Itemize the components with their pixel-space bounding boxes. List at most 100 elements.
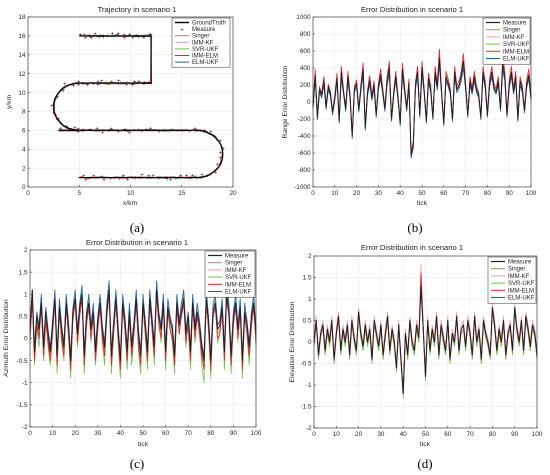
- measurement-marker: +: [73, 126, 77, 132]
- series-line-elm-ukf: [29, 280, 257, 357]
- x-tick-label: 20: [229, 190, 237, 197]
- y-tick-label: 12: [18, 71, 26, 78]
- measurement-marker: +: [93, 32, 97, 38]
- measurement-marker: +: [123, 128, 127, 134]
- x-tick-label: 40: [400, 431, 408, 438]
- y-tick-label: -1: [22, 380, 28, 387]
- y-tick-label: -600: [298, 150, 311, 157]
- legend-label: Singer: [503, 28, 520, 34]
- range-error-xlabel: tick: [417, 200, 428, 207]
- y-tick-label: -1.5: [16, 402, 27, 409]
- x-tick-label: 20: [355, 431, 363, 438]
- measurement-marker: +: [109, 177, 113, 183]
- y-tick-label: 0: [22, 184, 26, 191]
- measurement-marker: +: [169, 178, 173, 184]
- measurement-marker: +: [88, 34, 92, 40]
- legend-label: GroundTruth: [192, 21, 226, 27]
- y-tick-label: -800: [298, 167, 311, 174]
- measurement-marker: +: [106, 82, 110, 88]
- y-tick-label: 8: [22, 109, 26, 116]
- x-tick-label: 20: [353, 190, 361, 197]
- y-tick-label: -1: [306, 382, 312, 389]
- elevation-error-plot-area: [313, 264, 538, 399]
- measurement-marker: +: [194, 175, 198, 181]
- x-tick-label: 0: [28, 430, 32, 437]
- measurement-marker: +: [170, 128, 174, 134]
- azimuth-error-panel: Error Distribution in scenario 1 0 10 20 30…: [3, 238, 262, 471]
- range-error-ticks: 0 10 20 30 40 50 60 70 80 90 10010008006004002000-…: [294, 14, 537, 197]
- elevation-error-ticks: 0 10 20 30 40 50 60 70 80 90 100 2 1.5 1 0.5 0 -0.5 -1 -1.…: [300, 253, 542, 438]
- measurement-marker: +: [137, 80, 141, 86]
- legend-label: Measure: [225, 254, 249, 260]
- x-tick-label: 90: [506, 190, 514, 197]
- measurement-marker: +: [133, 80, 137, 86]
- y-tick-label: 6: [22, 128, 26, 135]
- elevation-error-xlabel: tick: [420, 441, 431, 448]
- y-tick-label: 400: [300, 65, 311, 72]
- trajectory-ticks: 0 5 10 15 20 0 2 4 6 8 10 12 14 16 18: [18, 14, 237, 197]
- legend-marker: +: [180, 28, 184, 34]
- measurement-marker: +: [102, 35, 106, 41]
- x-tick-label: 50: [422, 431, 430, 438]
- y-tick-label: 1: [24, 291, 28, 298]
- elevation-error-panel: Error Distribution in scenario 1 0 10 20 30…: [289, 243, 543, 471]
- measurement-marker: +: [122, 33, 126, 39]
- measurement-marker: +: [148, 33, 152, 39]
- range-error-ylabel: Range Error Distribution: [282, 65, 289, 138]
- measurement-marker: +: [52, 111, 56, 117]
- measurement-marker: +: [56, 95, 60, 101]
- measurement-marker: +: [50, 104, 54, 110]
- measurement-marker: +: [209, 172, 213, 178]
- measurement-marker: +: [157, 130, 161, 136]
- x-tick-label: 80: [489, 431, 497, 438]
- y-tick-label: -2: [306, 425, 312, 432]
- measurement-marker: +: [101, 130, 105, 136]
- measurement-marker: +: [111, 32, 115, 38]
- x-tick-label: 20: [72, 430, 80, 437]
- legend-label: Singer: [508, 267, 525, 273]
- measurement-marker: +: [115, 33, 119, 39]
- measurement-marker: +: [95, 127, 99, 133]
- caption-c: (c): [130, 456, 144, 471]
- measurement-marker: +: [127, 130, 131, 136]
- measurement-marker: +: [162, 129, 166, 135]
- y-tick-label: 800: [300, 31, 311, 38]
- measurement-marker: +: [126, 178, 130, 184]
- x-tick-label: 60: [162, 430, 170, 437]
- legend-label: ELM-UKF: [192, 60, 219, 66]
- measurement-marker: +: [142, 81, 146, 87]
- measurement-marker: +: [92, 174, 96, 180]
- measurement-marker: +: [83, 36, 87, 42]
- measurement-marker: +: [58, 126, 62, 132]
- legend-label: Singer: [225, 261, 242, 267]
- legend-label: SVR-UKF: [192, 47, 219, 53]
- measurement-marker: +: [140, 173, 144, 179]
- series-line-measure: [29, 289, 257, 362]
- measurement-marker: +: [142, 36, 146, 42]
- measurement-marker: +: [84, 178, 88, 184]
- legend-box: [204, 250, 256, 298]
- legend-label: Singer: [192, 34, 209, 40]
- x-tick-label: 30: [377, 431, 385, 438]
- trajectory-panel: Trajectory in scenario 1 + ++ ++++ + + + ++++ +…: [6, 5, 237, 235]
- measurement-marker: +: [134, 176, 138, 182]
- measurement-marker: +: [193, 127, 197, 133]
- legend-label: Measure: [508, 260, 532, 266]
- azimuth-error-xlabel: tick: [138, 441, 149, 448]
- x-tick-label: 10: [333, 431, 341, 438]
- caption-d: (d): [417, 456, 432, 471]
- measurement-marker: +: [117, 79, 121, 85]
- measurement-marker: +: [86, 83, 90, 89]
- measurement-marker: +: [82, 128, 86, 134]
- caption-a: (a): [130, 220, 144, 235]
- x-tick-label: 0: [311, 190, 315, 197]
- azimuth-error-plot-area: [29, 280, 257, 384]
- measurement-marker: +: [117, 130, 121, 136]
- legend-label: SVR-UKF: [225, 275, 252, 281]
- legend-label: ELM-UKF: [225, 290, 252, 296]
- measurement-marker: +: [128, 32, 132, 38]
- measurement-marker: +: [134, 33, 138, 39]
- measurement-marker: +: [142, 82, 146, 88]
- series-line-measure: [312, 57, 532, 156]
- trajectory-xlabel: x/km: [123, 200, 138, 207]
